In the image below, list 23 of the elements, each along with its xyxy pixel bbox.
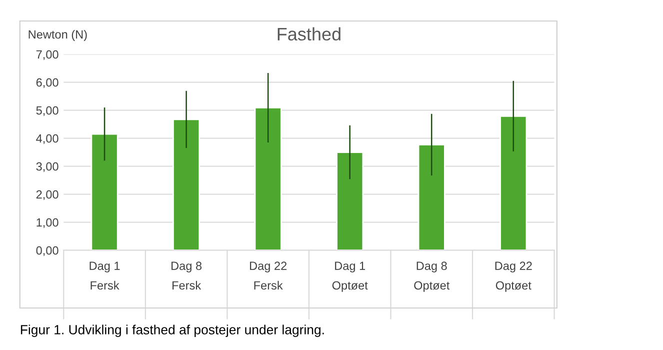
y-tick-label: 0,00 (36, 246, 58, 256)
bar (90, 133, 118, 250)
y-tick-label: 2,00 (36, 190, 58, 200)
y-tick-label: 5,00 (36, 106, 58, 116)
x-tick-label: Dag 1 Fersk (90, 262, 120, 290)
text: Figur 1. Udvikling i fasthed af postejer under lagring. (20, 324, 324, 337)
bar (418, 144, 446, 250)
y-tick-label: 4,00 (36, 134, 58, 144)
y-tick-label: 7,00 (36, 50, 58, 60)
x-tick-label: Dag 1 Optøet (332, 262, 368, 292)
x-tick-label: Dag 22 Fersk (250, 262, 287, 290)
x-tick-label: Dag 22 Optøet (495, 262, 532, 292)
x-tick-label: Dag 8 Fersk (172, 262, 202, 290)
bar (500, 115, 528, 250)
y-tick-label: 3,00 (36, 162, 58, 172)
chart-title: Fasthed (278, 27, 340, 41)
x-tick-label: Dag 8 Optøet (414, 262, 450, 292)
y-axis-title: Newton (N) (28, 30, 87, 41)
y-tick-label: 1,00 (36, 218, 58, 228)
bar (172, 118, 200, 250)
bar (254, 107, 282, 250)
bar (336, 152, 364, 250)
y-tick-label: 6,00 (36, 78, 58, 88)
